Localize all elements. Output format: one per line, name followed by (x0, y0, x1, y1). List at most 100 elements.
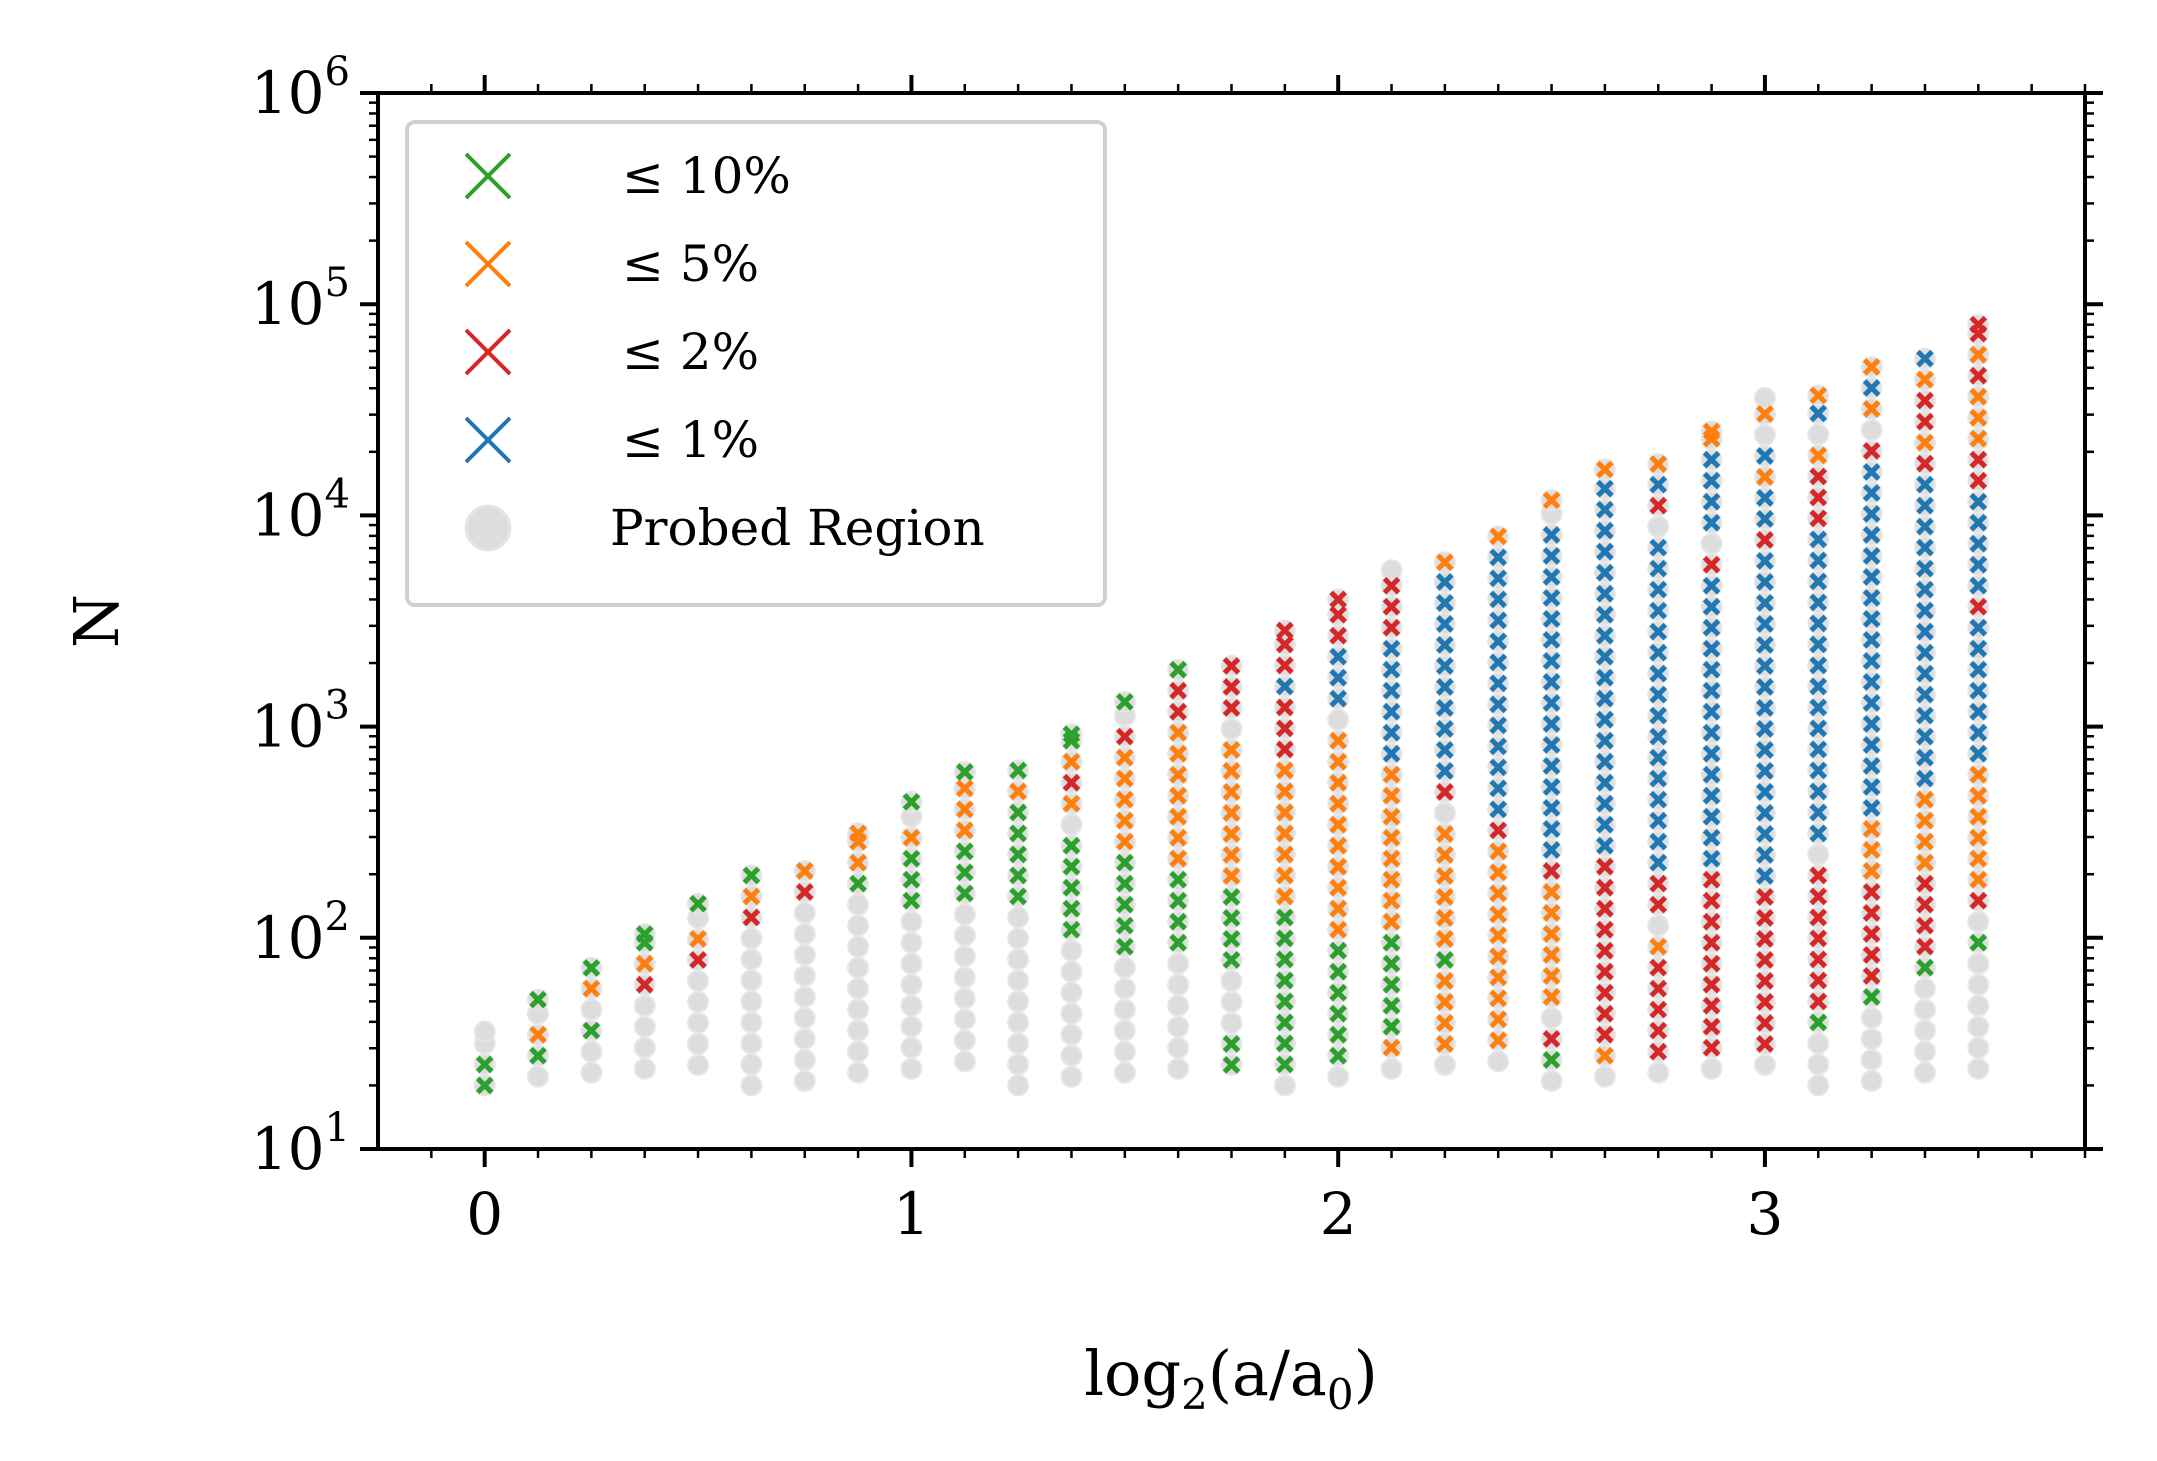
data-point (1702, 1017, 1721, 1036)
data-point (1756, 1035, 1774, 1053)
data-point-stroke (1542, 778, 1561, 796)
data-point (1276, 1034, 1294, 1053)
data-point (1382, 660, 1401, 679)
data-point-stroke (1702, 422, 1721, 441)
data-point (529, 1025, 547, 1044)
data-point-stroke (1809, 971, 1828, 990)
data-point-stroke (1702, 492, 1721, 511)
data-point-stroke (1436, 762, 1454, 780)
data-point-stroke (1862, 484, 1881, 502)
data-point (1116, 748, 1134, 767)
data-point (1436, 867, 1454, 885)
data-point-stroke (1596, 941, 1614, 960)
data-point (1862, 610, 1881, 628)
data-point-stroke (1649, 979, 1668, 998)
data-point-stroke (1436, 888, 1454, 906)
data-point-stroke (1436, 930, 1454, 948)
data-point (1276, 971, 1294, 990)
data-point-stroke (1649, 622, 1668, 641)
data-point-stroke (1916, 517, 1934, 536)
data-point-stroke (1382, 807, 1401, 826)
data-point (1702, 555, 1721, 574)
data-point-stroke (1649, 832, 1668, 851)
data-point-stroke (1062, 725, 1081, 744)
data-point-stroke (1116, 790, 1134, 809)
data-point-stroke (1276, 803, 1294, 822)
data-point-stroke (1649, 538, 1668, 557)
data-point (902, 891, 921, 910)
data-point-stroke (1809, 719, 1828, 738)
data-point (1542, 1051, 1561, 1069)
data-point-stroke (1649, 475, 1668, 494)
data-point (689, 894, 707, 913)
data-point (1596, 920, 1614, 939)
y-tick-label: 101 (251, 1105, 350, 1183)
data-point (1116, 811, 1134, 830)
data-point-stroke (1169, 660, 1187, 679)
data-point (1489, 674, 1507, 693)
data-point-stroke (1436, 657, 1454, 675)
data-point-stroke (1489, 989, 1507, 1008)
legend-entry: ≤ 5% (464, 235, 759, 293)
data-point (1329, 731, 1347, 750)
data-point-stroke (1382, 933, 1401, 952)
data-point (1969, 702, 1988, 721)
data-point-stroke (1169, 870, 1187, 889)
data-point-stroke (1916, 748, 1934, 767)
data-point (1756, 888, 1774, 906)
probed-point (1007, 906, 1030, 929)
data-point-stroke (1222, 762, 1241, 780)
data-point-stroke (1809, 488, 1828, 507)
data-point (1702, 576, 1721, 595)
data-point (1542, 946, 1561, 964)
x-tick-label: 1 (893, 1180, 930, 1248)
data-point-stroke (1649, 580, 1668, 599)
data-point-stroke (1649, 874, 1668, 893)
data-point-stroke (1276, 824, 1294, 843)
probed-point (1007, 927, 1030, 950)
data-point-stroke (1702, 555, 1721, 574)
probed-point (1913, 1040, 1936, 1063)
data-point-stroke (1916, 769, 1934, 788)
data-point-stroke (1169, 891, 1187, 910)
legend-marker-x (464, 416, 512, 464)
data-point (1489, 968, 1507, 987)
probed-point (1593, 1065, 1616, 1088)
legend-entry: Probed Region (464, 499, 985, 557)
probed-point (793, 1048, 816, 1071)
data-point-stroke (1329, 773, 1347, 792)
data-point (1116, 874, 1134, 893)
data-point-stroke (1329, 1004, 1347, 1023)
data-point (1756, 930, 1774, 948)
probed-point (687, 969, 710, 992)
data-point-stroke (1489, 653, 1507, 672)
data-point (635, 975, 654, 994)
data-point (1809, 866, 1828, 885)
probed-point (1860, 418, 1883, 441)
data-point-stroke (1276, 698, 1294, 717)
data-point-stroke (1489, 800, 1507, 819)
data-point (1916, 685, 1934, 704)
data-point (1969, 618, 1988, 637)
plot-frame (376, 91, 2087, 1151)
data-point-stroke (849, 874, 867, 893)
data-point (1916, 454, 1934, 473)
probed-point (1807, 843, 1830, 866)
data-point (1382, 597, 1401, 616)
data-point (1489, 527, 1507, 546)
data-point-stroke (1702, 744, 1721, 763)
data-point (1329, 794, 1347, 813)
data-point (1329, 1046, 1347, 1065)
probed-point (1807, 423, 1830, 446)
x-axis-label-end: ) (1354, 1337, 1378, 1410)
data-point-stroke (582, 959, 601, 977)
data-point (1169, 870, 1187, 889)
data-point (1116, 853, 1134, 872)
data-point (1756, 825, 1774, 843)
data-point (1222, 678, 1241, 696)
data-point-stroke (1702, 786, 1721, 805)
data-point (1969, 744, 1988, 763)
data-point (1382, 765, 1401, 784)
data-point-stroke (1702, 618, 1721, 637)
